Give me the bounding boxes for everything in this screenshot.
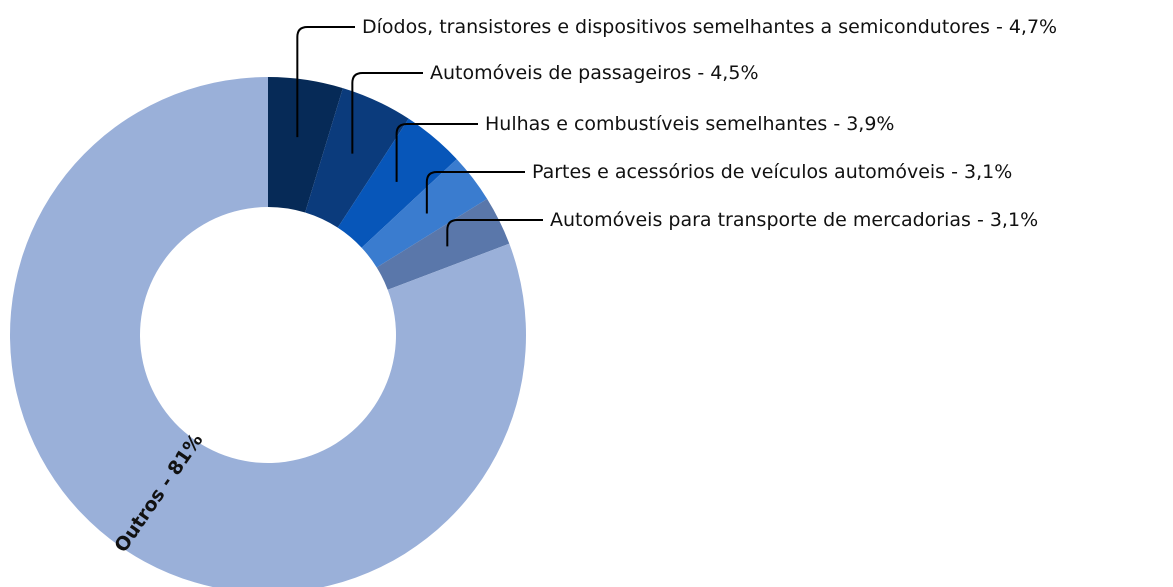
leader-line bbox=[425, 171, 525, 214]
donut-slice bbox=[361, 159, 488, 268]
slice-label: Partes e acessórios de veículos automóve… bbox=[532, 161, 1012, 183]
donut-slice bbox=[376, 198, 510, 290]
slice-label-name: Partes e acessórios de veículos automóve… bbox=[532, 161, 945, 183]
donut-slice bbox=[268, 77, 343, 213]
slice-label-value: - 3,1% bbox=[951, 161, 1012, 183]
slice-label-name: Automóveis para transporte de mercadoria… bbox=[550, 209, 971, 231]
slice-label-name: Díodos, transistores e dispositivos seme… bbox=[362, 16, 990, 38]
slice-label-value: - 3,1% bbox=[977, 209, 1038, 231]
slice-label-value: - 3,9% bbox=[833, 113, 894, 135]
slice-label-name: Automóveis de passageiros bbox=[430, 62, 691, 84]
donut-slice bbox=[10, 77, 526, 587]
leader-line bbox=[351, 72, 423, 154]
slice-label: Díodos, transistores e dispositivos seme… bbox=[362, 16, 1057, 38]
slice-label: Automóveis para transporte de mercadoria… bbox=[550, 209, 1038, 231]
leader-line bbox=[296, 26, 355, 138]
slice-label: Automóveis de passageiros - 4,5% bbox=[430, 62, 759, 84]
donut-slice bbox=[337, 118, 457, 248]
leader-line bbox=[395, 123, 478, 182]
slice-label: Hulhas e combustíveis semelhantes - 3,9% bbox=[485, 113, 894, 135]
leader-line bbox=[446, 219, 543, 247]
donut-slice bbox=[305, 88, 409, 228]
slice-label-value: - 4,7% bbox=[996, 16, 1057, 38]
slice-label-name: Hulhas e combustíveis semelhantes bbox=[485, 113, 827, 135]
slice-label-value: - 4,5% bbox=[697, 62, 758, 84]
